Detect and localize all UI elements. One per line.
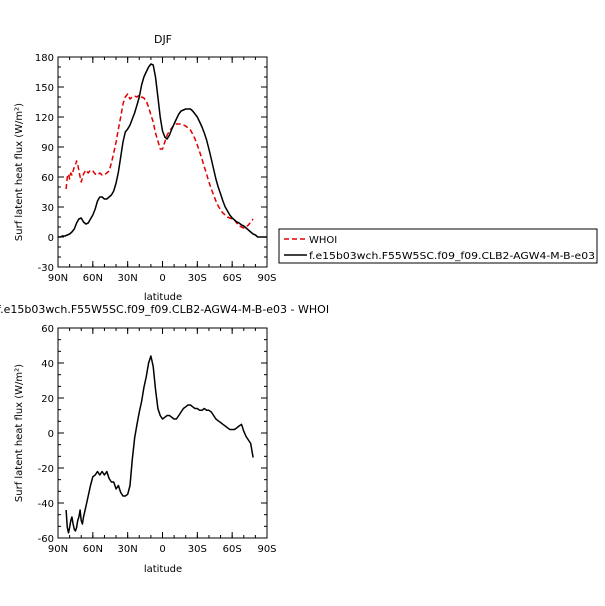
top-panel: DJF 90N 60N 30N 0 30S 60S 90S -30 0 30 60 90 120 150 1… xyxy=(14,33,277,303)
bottom-panel-x-tick-label: 90S xyxy=(257,544,276,555)
bottom-panel-y-tick-label: 20 xyxy=(41,394,54,405)
bottom-panel-plot-frame xyxy=(57,327,268,539)
legend-label-whoi: WHOI xyxy=(309,235,337,246)
top-panel-y-tick-label: 60 xyxy=(41,173,54,184)
top-panel-x-tick-label: 60N xyxy=(83,273,103,284)
bottom-panel-x-tick-label: 90N xyxy=(48,544,68,555)
top-panel-y-tick-label: 90 xyxy=(41,143,54,154)
bottom-panel-y-tick-label: -20 xyxy=(38,464,54,475)
legend: WHOI f.e15b03wch.F55W5SC.f09_f09.CLB2-AG… xyxy=(278,228,598,264)
top-panel-x-tick-label: 90S xyxy=(257,273,276,284)
bottom-panel-y-axis-label: Surf latent heat flux (W/m²) xyxy=(14,364,25,502)
bottom-panel-y-tick-label: 60 xyxy=(41,324,54,335)
top-panel-x-axis-label: latitude xyxy=(144,292,182,303)
bottom-panel-lines xyxy=(65,355,254,534)
bottom-panel-title: f.e15b03wch.F55W5SC.f09_f09.CLB2-AGW4-M-… xyxy=(0,303,329,316)
top-panel-axes: 90N 60N 30N 0 30S 60S 90S -30 0 30 60 90 120 150 180 xyxy=(35,53,277,284)
bottom-panel-series-line-difference xyxy=(65,355,254,534)
top-panel-y-tick-label: 30 xyxy=(41,203,54,214)
top-panel-title: DJF xyxy=(154,33,172,46)
top-panel-y-tick-label: 120 xyxy=(35,113,54,124)
top-panel-plot-frame xyxy=(57,56,268,268)
top-panel-y-axis-label: Surf latent heat flux (W/m²) xyxy=(14,103,25,241)
top-panel-y-tick-label: 180 xyxy=(35,53,54,64)
top-panel-x-tick-label: 30S xyxy=(188,273,207,284)
bottom-panel-y-tick-label: 0 xyxy=(48,429,54,440)
bottom-panel-x-axis-label: latitude xyxy=(144,564,182,575)
bottom-panel-x-tick-label: 60S xyxy=(223,544,242,555)
legend-label-model: f.e15b03wch.F55W5SC.f09_f09.CLB2-AGW4-M-… xyxy=(309,251,595,262)
top-panel-x-tick-label: 30N xyxy=(118,273,138,284)
top-panel-series-line-whoi xyxy=(65,93,254,229)
bottom-panel-axes: 90N 60N 30N 0 30S 60S 90S -60 -40 -20 0 20 40 60 xyxy=(38,324,277,555)
top-panel-x-tick-label: 90N xyxy=(48,273,68,284)
bottom-panel-x-tick-label: 30S xyxy=(188,544,207,555)
top-panel-lines xyxy=(58,63,267,238)
bottom-panel-x-tick-label: 0 xyxy=(159,544,165,555)
top-panel-y-tick-label: -30 xyxy=(38,263,54,274)
top-panel-series-line-model xyxy=(58,63,267,238)
bottom-panel: f.e15b03wch.F55W5SC.f09_f09.CLB2-AGW4-M-… xyxy=(0,303,329,575)
top-panel-y-tick-label: 150 xyxy=(35,83,54,94)
bottom-panel-y-tick-label: -40 xyxy=(38,499,54,510)
top-panel-x-tick-label: 0 xyxy=(159,273,165,284)
top-panel-y-tick-label: 0 xyxy=(48,233,54,244)
bottom-panel-y-tick-label: -60 xyxy=(38,534,54,545)
bottom-panel-x-tick-label: 60N xyxy=(83,544,103,555)
legend-box xyxy=(278,228,598,264)
top-panel-x-tick-label: 60S xyxy=(223,273,242,284)
bottom-panel-y-tick-label: 40 xyxy=(41,359,54,370)
bottom-panel-x-tick-label: 30N xyxy=(118,544,138,555)
